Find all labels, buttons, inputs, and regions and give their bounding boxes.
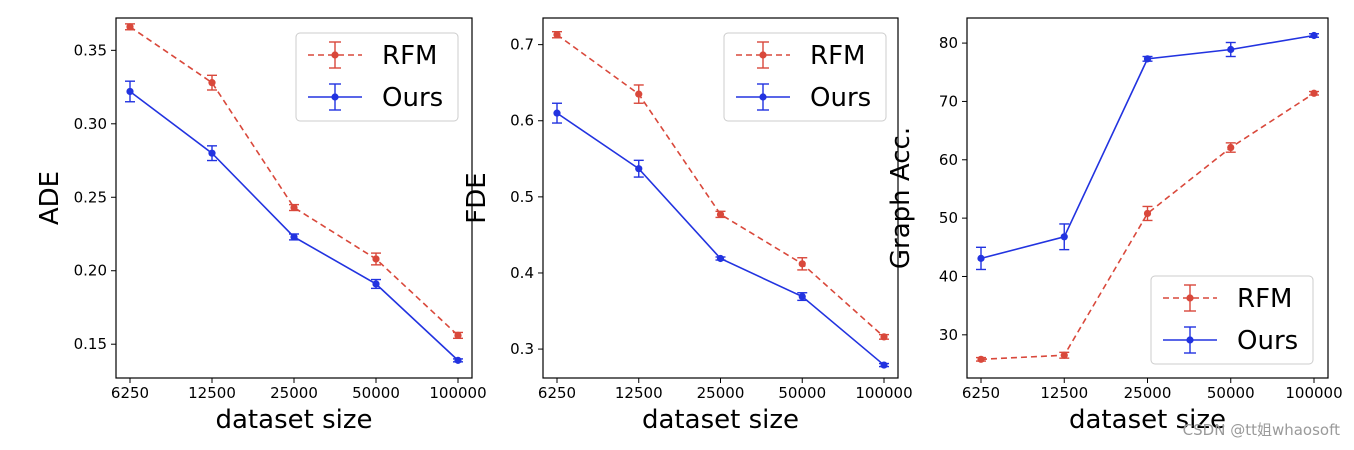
data-point-rfm xyxy=(1227,143,1235,152)
legend-label-rfm: RFM xyxy=(382,41,437,71)
y-tick-label: 0.5 xyxy=(510,188,534,206)
data-point-rfm xyxy=(454,331,462,339)
x-tick-label: 6250 xyxy=(111,384,149,402)
x-tick-label: 25000 xyxy=(1124,384,1172,402)
y-tick-label: 70 xyxy=(939,92,958,110)
data-point-ours xyxy=(716,254,725,263)
y-tick-label: 40 xyxy=(939,267,958,285)
legend-label-rfm: RFM xyxy=(1237,284,1292,314)
data-point-rfm xyxy=(635,90,643,98)
data-point-ours xyxy=(1310,31,1318,40)
data-point-rfm xyxy=(977,355,985,363)
x-axis-label: dataset size xyxy=(1069,405,1226,435)
data-point-rfm xyxy=(716,210,725,218)
x-tick-label: 12500 xyxy=(615,384,663,402)
legend-marker-rfm xyxy=(331,51,339,59)
y-axis-label: ADE xyxy=(35,171,65,225)
legend-label-rfm: RFM xyxy=(810,41,865,71)
x-tick-label: 25000 xyxy=(270,384,318,402)
data-point-rfm xyxy=(1143,209,1152,218)
y-axis-label: FDE xyxy=(462,172,492,223)
data-point-rfm xyxy=(290,203,298,212)
x-axis-label: dataset size xyxy=(642,405,799,435)
y-tick-label: 0.30 xyxy=(74,115,107,133)
data-point-ours xyxy=(635,165,643,173)
watermark: CSDN @tt姐whaosoft xyxy=(1182,421,1340,439)
x-tick-label: 50000 xyxy=(778,384,826,402)
series-line-rfm xyxy=(129,26,459,336)
data-point-rfm xyxy=(1060,351,1068,359)
legend-label-ours: Ours xyxy=(810,83,871,113)
y-tick-label: 0.15 xyxy=(74,335,107,353)
legend-label-ours: Ours xyxy=(1237,326,1298,356)
x-tick-label: 100000 xyxy=(429,384,486,402)
x-tick-label: 6250 xyxy=(962,384,1000,402)
data-point-rfm xyxy=(798,260,806,268)
legend-marker-ours xyxy=(759,93,767,101)
y-tick-label: 0.20 xyxy=(74,262,107,280)
data-point-ours xyxy=(977,254,985,262)
series-line-ours xyxy=(980,34,1315,260)
fde-chart-panel: 6250 12500 25000 50000 100000 0.3 0.4 0.5 0.6 0.7… xyxy=(462,17,913,435)
data-point-rfm xyxy=(553,31,561,39)
y-tick-label: 0.3 xyxy=(510,340,534,358)
data-point-rfm xyxy=(372,255,380,263)
x-tick-label: 100000 xyxy=(1285,384,1342,402)
y-tick-label: 60 xyxy=(939,151,958,169)
data-point-ours xyxy=(553,109,561,117)
data-point-rfm xyxy=(880,333,888,341)
data-point-ours xyxy=(880,361,888,369)
data-point-ours xyxy=(208,149,216,157)
x-tick-label: 50000 xyxy=(352,384,400,402)
data-point-ours xyxy=(454,356,462,364)
y-tick-label: 0.35 xyxy=(74,41,107,59)
series-line-ours xyxy=(129,90,459,361)
data-point-ours xyxy=(126,87,134,96)
legend-label-ours: Ours xyxy=(382,83,443,113)
y-tick-label: 80 xyxy=(939,34,958,52)
y-tick-label: 30 xyxy=(939,326,958,344)
legend-marker-rfm xyxy=(1186,294,1194,302)
y-tick-label: 50 xyxy=(939,209,958,227)
graph-acc-chart-panel: 6250 12500 25000 50000 100000 30 40 50 60 70 80 dat… xyxy=(886,17,1343,435)
y-tick-label: 0.6 xyxy=(510,112,534,130)
data-point-ours xyxy=(1227,45,1235,54)
y-tick-label: 0.7 xyxy=(510,36,534,54)
data-point-ours xyxy=(1060,233,1068,241)
y-tick-label: 0.25 xyxy=(74,188,107,206)
x-tick-label: 25000 xyxy=(697,384,745,402)
series-line-ours xyxy=(556,112,885,366)
x-axis-label: dataset size xyxy=(216,405,373,435)
legend-marker-ours xyxy=(1186,336,1194,344)
ade-chart-panel: 6250 12500 25000 50000 100000 0.15 0.20 0.25 0.3… xyxy=(35,17,487,435)
x-tick-label: 12500 xyxy=(1040,384,1088,402)
x-tick-label: 50000 xyxy=(1207,384,1255,402)
x-tick-label: 6250 xyxy=(538,384,576,402)
data-point-rfm xyxy=(208,79,216,87)
data-point-rfm xyxy=(126,23,134,31)
legend-marker-ours xyxy=(331,93,339,101)
data-point-ours xyxy=(1143,55,1152,63)
x-tick-label: 100000 xyxy=(855,384,912,402)
data-point-rfm xyxy=(1310,89,1318,97)
data-point-ours xyxy=(798,292,806,301)
data-point-ours xyxy=(372,280,380,288)
series-line-rfm xyxy=(980,92,1315,361)
y-axis-label: Graph Acc. xyxy=(886,127,916,269)
y-tick-label: 0.4 xyxy=(510,264,534,282)
x-tick-label: 12500 xyxy=(188,384,236,402)
data-point-ours xyxy=(290,233,298,241)
legend-marker-rfm xyxy=(759,51,767,59)
